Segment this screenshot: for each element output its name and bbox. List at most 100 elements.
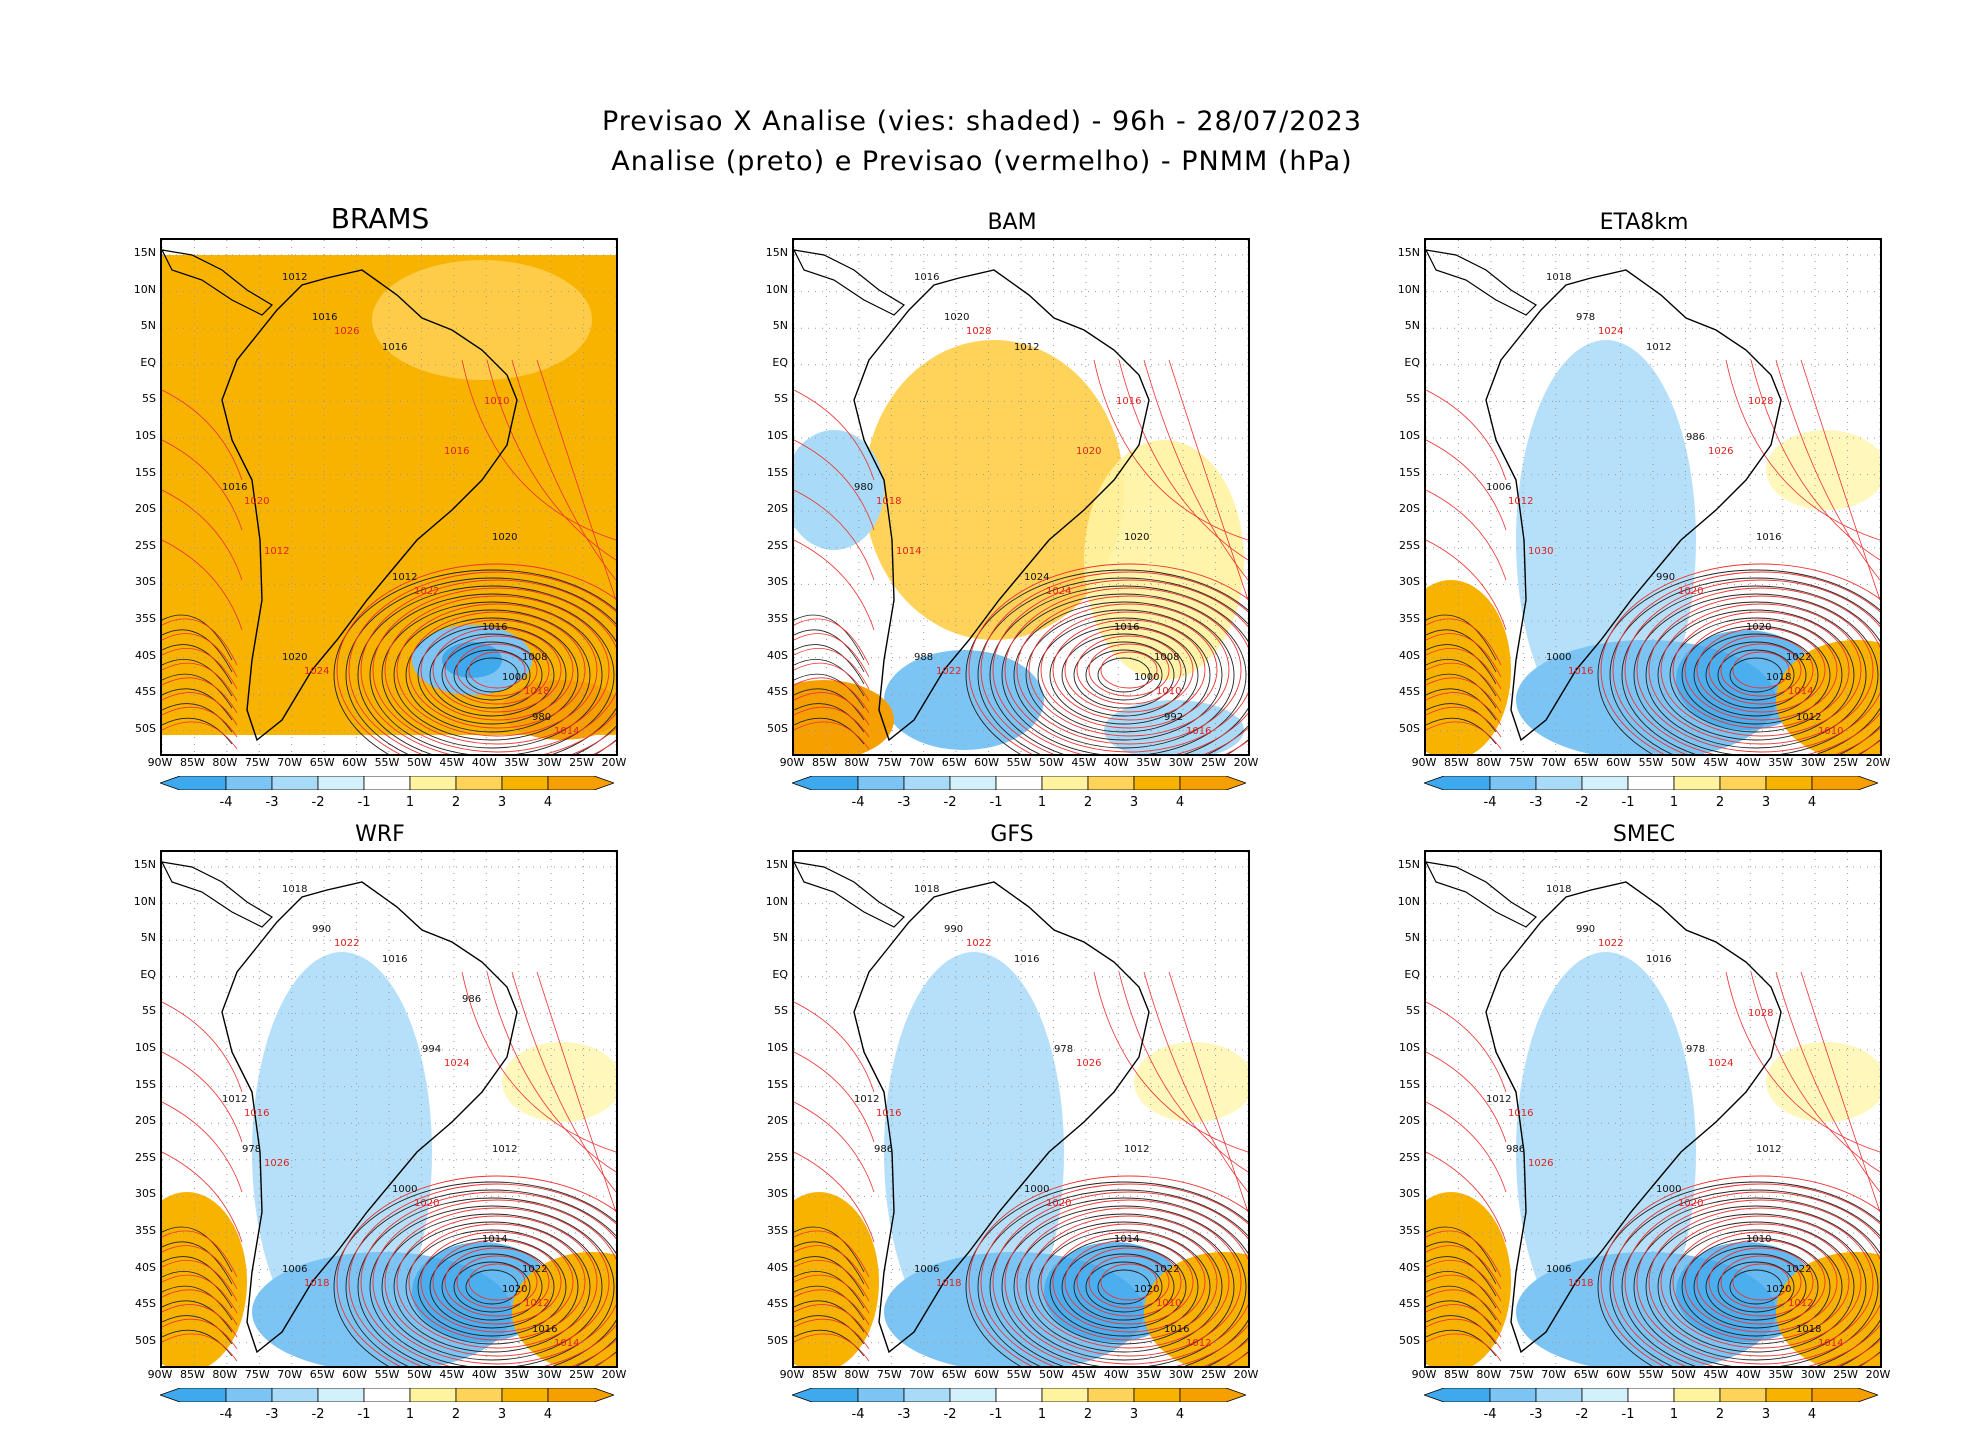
latitude-label: 40S [135, 648, 156, 662]
colorbar-segment [857, 775, 905, 791]
bias-shade-slight-warm [1766, 1042, 1880, 1122]
longitude-label: 25W [1201, 756, 1226, 769]
forecast-isobar [794, 1245, 870, 1290]
forecast-isobar [162, 1333, 238, 1362]
forecast-isobar [162, 721, 238, 750]
figure-title-line-2: Analise (preto) e Previsao (vermelho) - … [611, 146, 1353, 177]
analysis-isobar-label: 990 [312, 924, 331, 935]
longitude-label: 35W [504, 1368, 530, 1381]
analysis-isobar-label: 1018 [282, 884, 307, 895]
forecast-isobar [1118, 971, 1248, 1173]
colorbar-segment [409, 1387, 457, 1403]
latitude-label: EQ [772, 355, 788, 369]
forecast-isobar [1750, 971, 1880, 1173]
map-frame: 1016 1012 1020 1016 1008 1000 992 980 988 1024 102… [792, 238, 1250, 756]
longitude-label: 65W [309, 1368, 335, 1381]
analysis-isobar [162, 688, 233, 721]
longitude-label: 20W [601, 1368, 627, 1381]
longitude-label: 70W [277, 1368, 303, 1381]
longitude-label: 40W [471, 1368, 497, 1381]
colorbar-segment [1489, 1387, 1537, 1403]
latitude-label: 15S [1399, 1077, 1420, 1091]
forecast-isobar [1600, 563, 1880, 754]
longitude-label: 85W [1443, 756, 1469, 769]
colorbar-label: -3 [265, 1407, 279, 1422]
analysis-isobar [1657, 609, 1855, 741]
analysis-isobar [1025, 1221, 1223, 1353]
analysis-isobar [794, 614, 865, 661]
analysis-isobar [162, 1256, 233, 1297]
latitude-label: 10S [135, 429, 156, 442]
analysis-isobar [794, 1329, 865, 1357]
forecast-isobar [461, 971, 616, 1153]
forecast-isobar-label: 1010 [484, 396, 509, 407]
analysis-isobar [357, 585, 616, 754]
colorbar-segment [1179, 775, 1248, 791]
forecast-isobar-label: 1026 [1076, 1058, 1101, 1069]
forecast-isobar [1720, 643, 1802, 697]
forecast-isobar-label: 1014 [896, 546, 921, 557]
latitude-label: 5S [142, 1004, 156, 1018]
forecast-isobar [162, 662, 238, 702]
forecast-isobar [162, 1274, 238, 1314]
colorbar [790, 775, 1248, 791]
latitude-label: 15S [767, 465, 788, 479]
forecast-isobar [1648, 1207, 1874, 1357]
latitude-label: 45S [135, 1297, 156, 1311]
longitude-label: 25W [1833, 756, 1858, 769]
colorbar-segment [1179, 1387, 1248, 1403]
forecast-isobar [1168, 971, 1248, 1213]
longitude-label: 90W [779, 1368, 805, 1381]
analysis-isobar-label: 1006 [1486, 482, 1511, 493]
analysis-isobar [429, 633, 555, 717]
analysis-isobar-label: 1016 [1114, 622, 1139, 633]
analysis-isobar-label: 1014 [482, 1234, 507, 1245]
forecast-isobar [1064, 627, 1194, 713]
analysis-isobar [794, 658, 865, 697]
analysis-isobar-label: 986 [1686, 432, 1705, 443]
forecast-isobar [162, 648, 238, 690]
analysis-isobar-label: 978 [1576, 312, 1595, 323]
forecast-isobar [1028, 603, 1230, 737]
forecast-isobar-label: 1014 [554, 1338, 579, 1349]
forecast-isobar-label: 1026 [264, 1158, 289, 1169]
forecast-isobar [794, 692, 870, 726]
latitude-label: 5N [140, 931, 156, 945]
colorbar-label: -3 [265, 795, 279, 810]
forecast-isobar [794, 1151, 875, 1243]
colorbar-segment [1133, 775, 1181, 791]
forecast-isobar [396, 1215, 598, 1349]
colorbar-segment [547, 1387, 616, 1403]
colorbar-segment [949, 1387, 997, 1403]
latitude-label: 25S [767, 1150, 788, 1164]
forecast-isobar [384, 595, 610, 745]
colorbar-label: -4 [1483, 1407, 1497, 1422]
map-panel-wrf: WRF 1018 1016 1012 1014 1022 1020 1016 1012 1006 1… [100, 822, 660, 1422]
analysis-isobar [369, 593, 615, 754]
colorbar-segment [1133, 1387, 1181, 1403]
latitude-label: 30S [767, 1187, 788, 1201]
forecast-isobar-label: 1016 [876, 1108, 901, 1119]
forecast-isobar [968, 1175, 1248, 1366]
longitude-label: 55W [1006, 1368, 1032, 1381]
analysis-isobar-label: 986 [462, 994, 481, 1005]
forecast-isobar-label: 1026 [1528, 1158, 1553, 1169]
analysis-isobar [162, 703, 233, 733]
analysis-isobar [1013, 601, 1235, 749]
analysis-isobar [989, 585, 1248, 754]
forecast-isobar [1028, 1215, 1230, 1349]
forecast-isobar-label: 1016 [444, 446, 469, 457]
latitude-label: 15N [765, 858, 788, 871]
longitude-label: 30W [1168, 756, 1194, 769]
south-america-coastline [853, 269, 1150, 742]
colorbar-label: -3 [1529, 1407, 1543, 1422]
analysis-isobar-label: 1016 [312, 312, 337, 323]
forecast-isobar-label: 1016 [244, 1108, 269, 1119]
bias-shade-slight-warm [1134, 1042, 1248, 1122]
analysis-isobar [405, 617, 579, 733]
latitude-label: 45S [767, 1297, 788, 1311]
colorbar-segment [455, 1387, 503, 1403]
forecast-isobar [1426, 677, 1502, 714]
analysis-isobar-label: 1022 [1786, 1264, 1811, 1275]
forecast-isobar [408, 1223, 586, 1341]
